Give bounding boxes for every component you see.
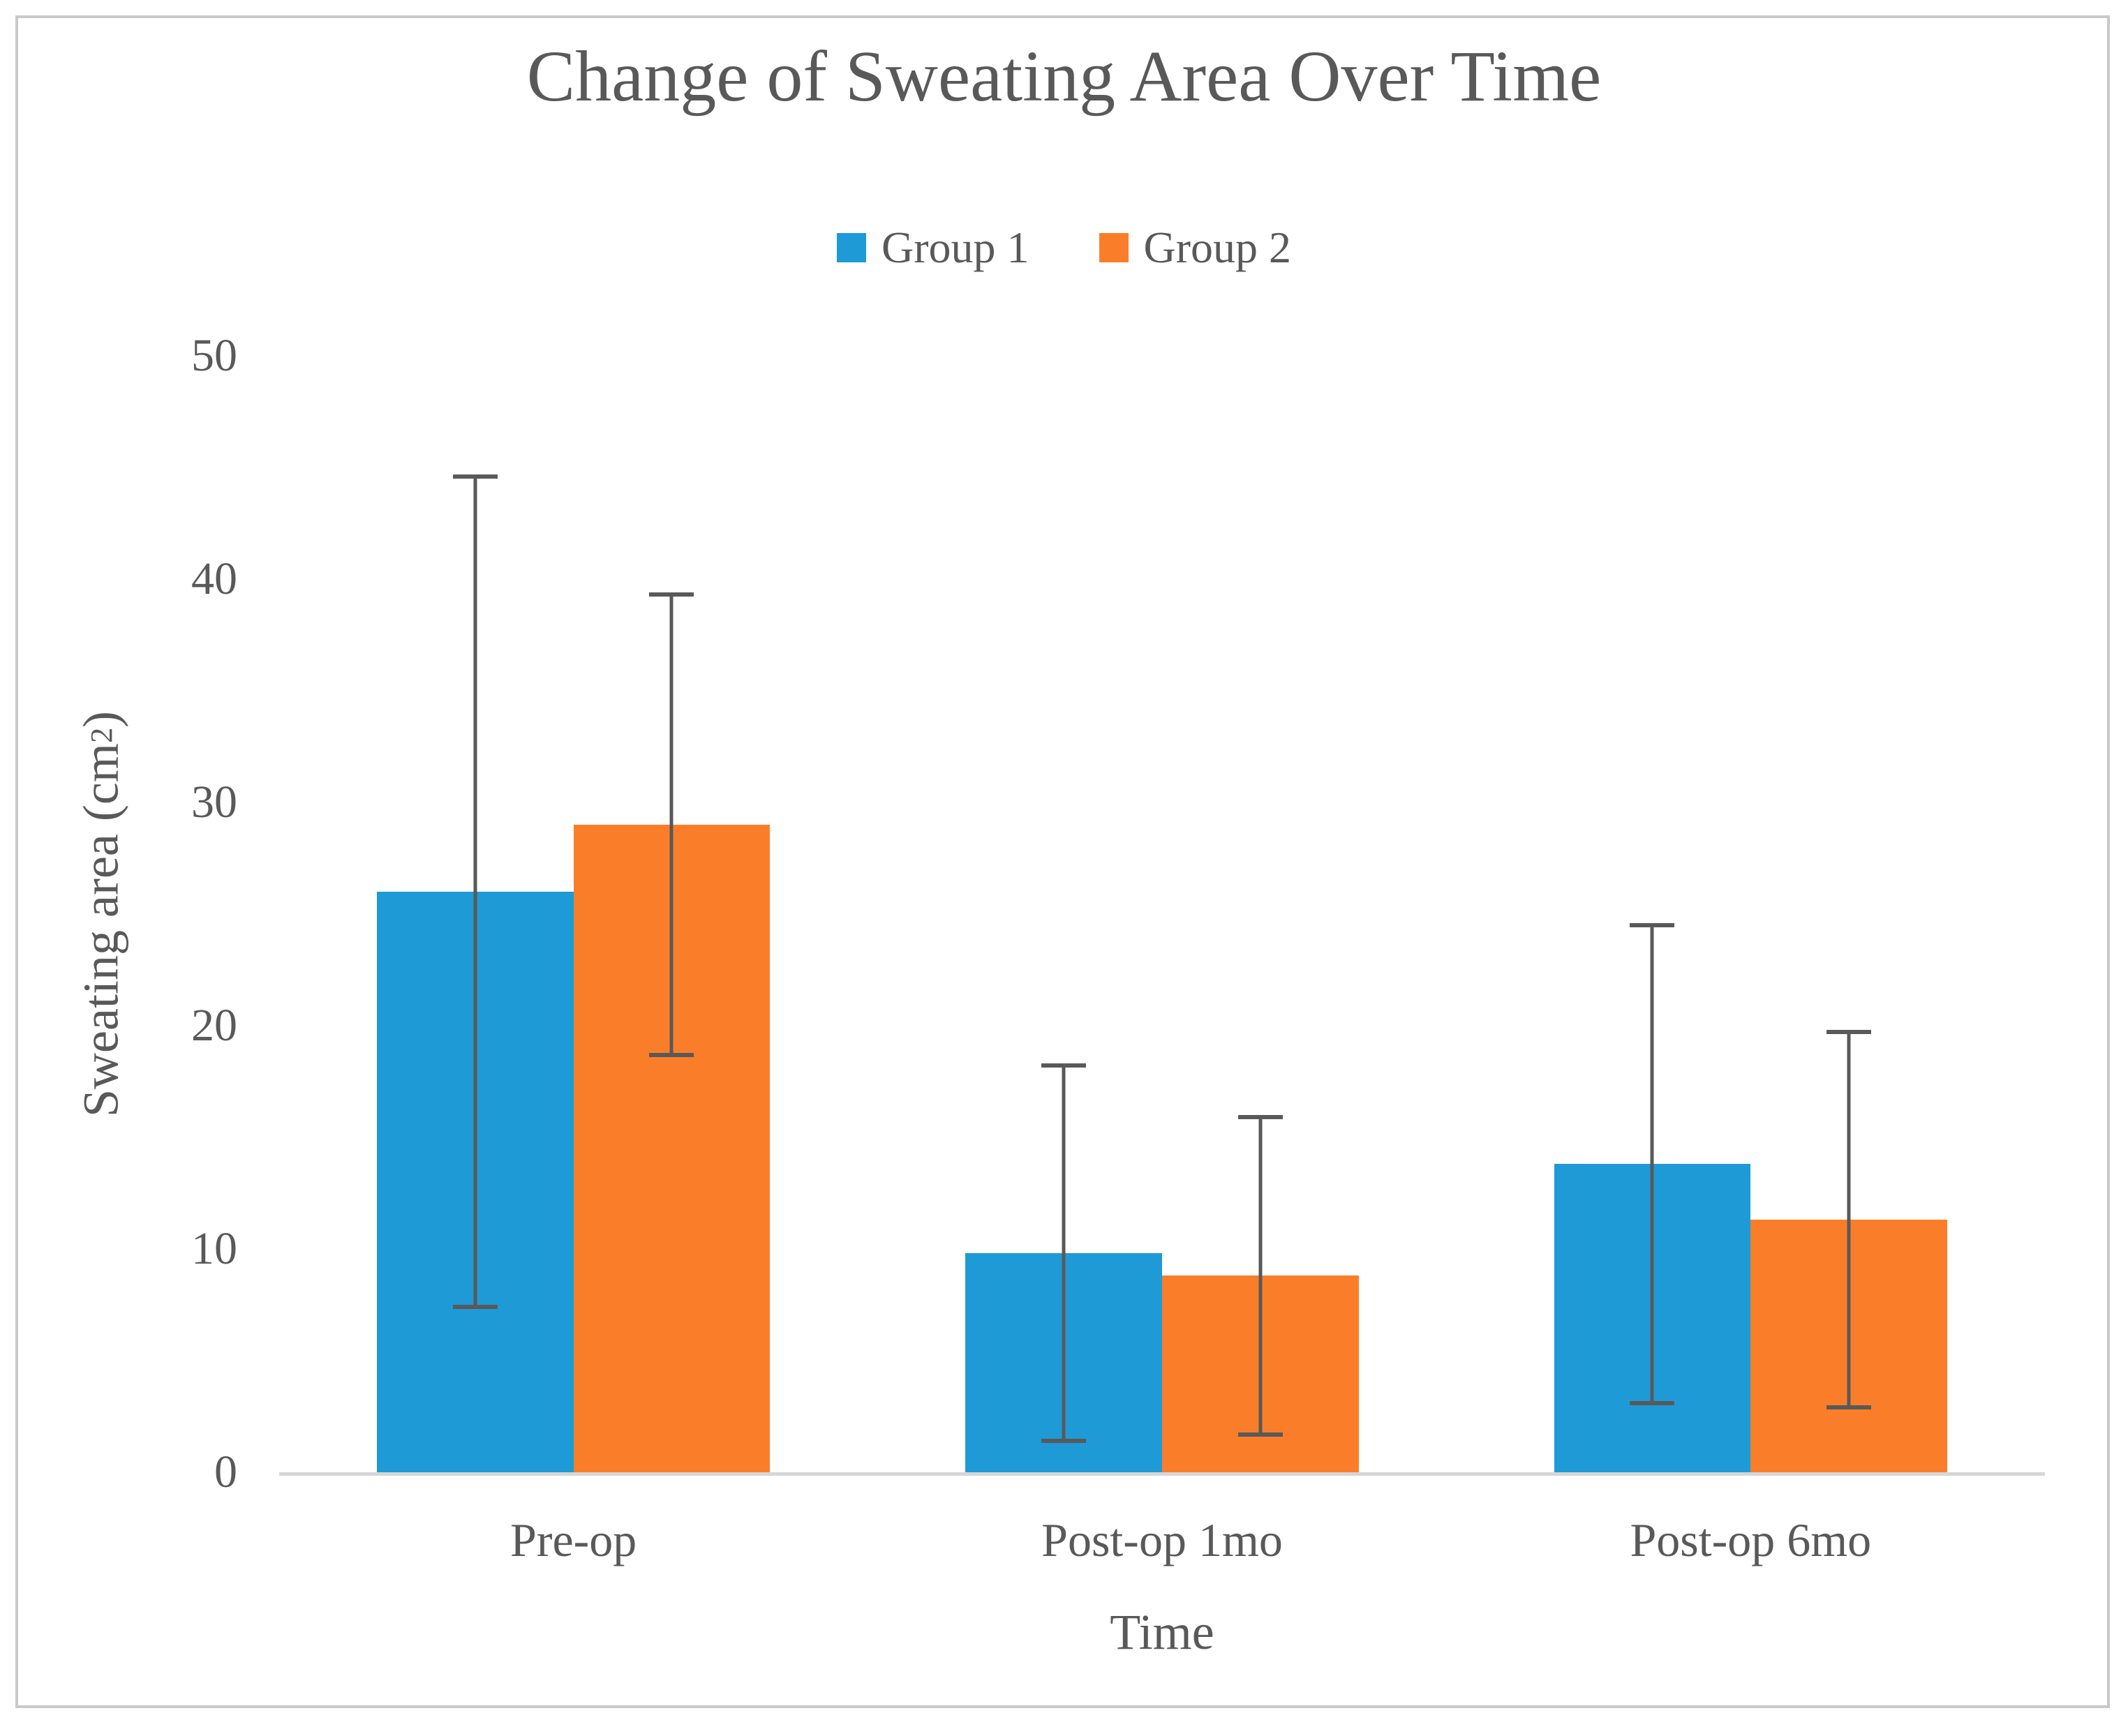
error-bar-line [1258, 1115, 1263, 1437]
error-bar [1630, 922, 1675, 1405]
error-bar-line [1650, 922, 1654, 1405]
legend-swatch-icon [1099, 233, 1129, 262]
error-bar-cap-top [1041, 1063, 1087, 1068]
error-bar-cap-bottom [1630, 1401, 1675, 1405]
y-tick-label: 30 [191, 777, 237, 828]
x-category-label: Post-op 1mo [1041, 1513, 1283, 1566]
error-bar [1041, 1063, 1087, 1444]
y-tick-label: 40 [191, 553, 237, 604]
legend-label: Group 1 [881, 223, 1029, 272]
error-bar [1826, 1030, 1872, 1410]
bar-slot [1750, 356, 1947, 1472]
x-axis-category-labels: Pre-op Post-op 1mo Post-op 6mo [279, 1513, 2045, 1568]
bar-slot [1161, 356, 1359, 1472]
y-tick-label: 0 [214, 1446, 237, 1497]
error-bar-cap-top [649, 592, 694, 597]
legend-label: Group 2 [1143, 223, 1292, 272]
chart-title: Change of Sweating Area Over Time [526, 36, 1602, 117]
error-bar [649, 592, 694, 1057]
error-bar-line [669, 592, 674, 1057]
bar-slot [965, 356, 1162, 1472]
error-bar-cap-bottom [1041, 1439, 1087, 1444]
x-axis-title: Time [1110, 1604, 1214, 1660]
category-group-pre-op [279, 356, 868, 1472]
error-bar [1237, 1115, 1283, 1437]
legend-item-2: Group 2 [1099, 222, 1292, 274]
legend-item-1: Group 1 [836, 222, 1029, 274]
error-bar-cap-top [1630, 922, 1675, 927]
error-bar-line [1062, 1063, 1066, 1444]
x-category-label: Pre-op [510, 1513, 637, 1566]
y-tick-label: 20 [191, 1000, 237, 1051]
error-bar-cap-top [1826, 1030, 1872, 1035]
legend-swatch-icon [836, 233, 866, 262]
y-tick-label: 50 [191, 330, 237, 381]
error-bar-line [473, 474, 477, 1310]
error-bar-cap-bottom [649, 1052, 694, 1057]
bar-slot [573, 356, 771, 1472]
error-bar-cap-bottom [1826, 1405, 1872, 1410]
error-bar-line [1847, 1030, 1851, 1410]
plot-area [279, 356, 2045, 1476]
error-bar-cap-bottom [452, 1305, 498, 1310]
y-tick-label: 10 [191, 1223, 237, 1274]
bar-slot [1554, 356, 1751, 1472]
error-bar-cap-bottom [1237, 1432, 1283, 1437]
error-bar [452, 474, 498, 1310]
error-bar-cap-top [1237, 1115, 1283, 1120]
category-group-post-op-1mo [868, 356, 1456, 1472]
bar-slot [377, 356, 574, 1472]
x-category-label: Post-op 6mo [1630, 1513, 1872, 1566]
legend: Group 1 Group 2 [0, 222, 2128, 274]
category-group-post-op-6mo [1457, 356, 2045, 1472]
error-bar-cap-top [452, 474, 498, 479]
y-axis-tick-labels: 0 10 20 30 40 50 [105, 333, 237, 1495]
